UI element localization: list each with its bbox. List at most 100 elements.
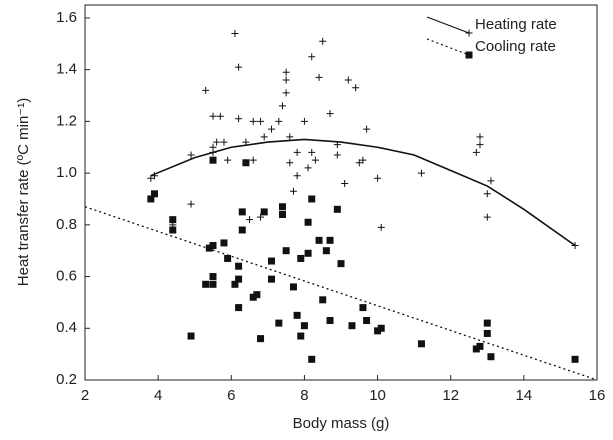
plus-marker [257, 117, 265, 125]
plus-marker [282, 68, 290, 76]
square-marker [238, 226, 246, 234]
square-marker [363, 317, 371, 325]
plus-marker [417, 169, 425, 177]
plus-marker [487, 177, 495, 185]
plus-marker [187, 200, 195, 208]
plus-marker [308, 148, 316, 156]
square-marker [209, 273, 217, 281]
square-marker [571, 355, 579, 363]
plus-marker [235, 63, 243, 71]
plus-marker [278, 102, 286, 110]
plus-marker [213, 138, 221, 146]
square-marker [359, 304, 367, 312]
plus-marker [476, 141, 484, 149]
plus-marker [344, 76, 352, 84]
plus-marker [341, 179, 349, 187]
square-marker [220, 239, 228, 247]
plus-marker [311, 156, 319, 164]
square-marker [374, 327, 382, 335]
square-marker [268, 275, 276, 283]
square-marker [348, 322, 356, 330]
x-tick-label: 6 [227, 387, 235, 404]
plus-marker [333, 141, 341, 149]
x-tick-label: 16 [589, 387, 606, 404]
square-marker [417, 340, 425, 348]
square-marker [268, 257, 276, 265]
square-marker [483, 319, 491, 327]
square-marker [476, 342, 484, 350]
square-marker [238, 208, 246, 216]
square-marker [187, 332, 195, 340]
plus-marker [187, 151, 195, 159]
plus-marker [260, 133, 268, 141]
plus-marker [246, 216, 254, 224]
square-marker [297, 254, 305, 262]
square-marker [235, 262, 243, 270]
plus-marker [300, 117, 308, 125]
square-marker [322, 247, 330, 255]
legend-label: Cooling rate [475, 38, 556, 55]
square-marker [209, 156, 217, 164]
square-marker [377, 324, 385, 332]
y-tick-label: 1.6 [56, 9, 77, 26]
square-marker [231, 280, 239, 288]
plus-marker [286, 133, 294, 141]
square-marker [235, 304, 243, 312]
plus-marker [377, 223, 385, 231]
square-marker [333, 205, 341, 213]
x-axis-title: Body mass (g) [293, 415, 390, 432]
plus-marker [150, 172, 158, 180]
plus-marker [231, 29, 239, 37]
plus-marker [216, 112, 224, 120]
square-marker [224, 254, 232, 262]
plus-marker [319, 37, 327, 45]
plus-marker [359, 156, 367, 164]
square-marker [260, 208, 268, 216]
square-marker [242, 159, 250, 167]
plus-marker [363, 125, 371, 133]
square-marker [297, 332, 305, 340]
square-marker [209, 242, 217, 250]
square-marker [337, 260, 345, 268]
plus-marker [352, 84, 360, 92]
legend-line [426, 16, 470, 34]
y-tick-label: 0.8 [56, 216, 77, 233]
square-marker [202, 280, 210, 288]
plus-marker [308, 53, 316, 61]
plus-marker [333, 151, 341, 159]
square-marker [326, 317, 334, 325]
plus-marker [249, 117, 257, 125]
plus-marker [209, 112, 217, 120]
plus-marker [355, 159, 363, 167]
plus-marker [374, 174, 382, 182]
plus-marker [242, 138, 250, 146]
square-marker [150, 190, 158, 198]
plus-marker [472, 148, 480, 156]
square-marker [282, 247, 290, 255]
y-tick-label: 1.4 [56, 61, 77, 78]
square-marker [278, 210, 286, 218]
y-tick-label: 0.6 [56, 268, 77, 285]
square-marker [249, 293, 257, 301]
plot-frame [84, 4, 598, 381]
plus-marker [282, 89, 290, 97]
legend-line [426, 38, 470, 56]
plus-marker [209, 148, 217, 156]
x-tick-label: 12 [442, 387, 459, 404]
square-marker [319, 296, 327, 304]
y-tick-label: 0.4 [56, 319, 77, 336]
x-tick-label: 4 [154, 387, 162, 404]
plus-marker [202, 86, 210, 94]
x-tick-label: 2 [81, 387, 89, 404]
square-marker [315, 236, 323, 244]
plus-marker [293, 172, 301, 180]
x-tick-label: 10 [369, 387, 386, 404]
square-marker [257, 335, 265, 343]
square-marker [169, 226, 177, 234]
plus-marker [224, 156, 232, 164]
plus-marker [304, 164, 312, 172]
y-tick-label: 0.2 [56, 371, 77, 388]
square-marker [308, 195, 316, 203]
